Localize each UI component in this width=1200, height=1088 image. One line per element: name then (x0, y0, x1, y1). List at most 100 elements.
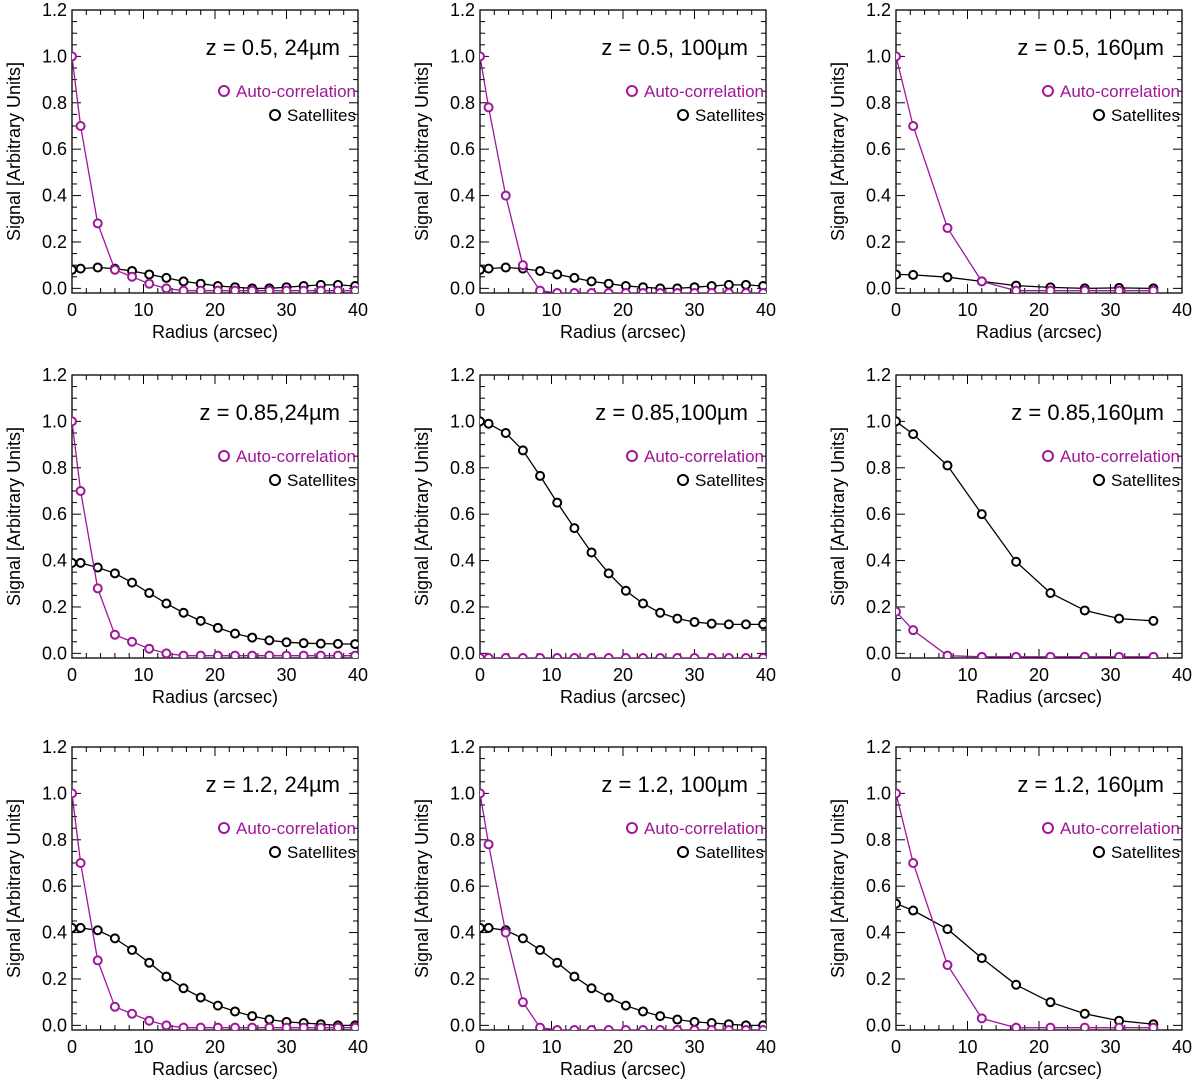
autocorrelation-point (72, 416, 77, 427)
y-axis-title: Signal [Arbitrary Units] (828, 62, 848, 241)
satellites-point (144, 588, 155, 599)
y-tick-label: 0.2 (42, 597, 67, 617)
satellites-point (480, 922, 485, 933)
satellites-point (1011, 556, 1022, 567)
satellites-point (569, 272, 580, 283)
y-tick-label: 0.0 (450, 643, 475, 663)
autocorrelation-point (483, 839, 494, 850)
autocorrelation-point (1079, 285, 1090, 293)
panel-title: z = 1.2, 24µm (206, 772, 340, 797)
satellites-point (1045, 997, 1056, 1008)
chart-panel-3: 0 10 20 30 40 0.0 0.2 0.4 0.6 0.8 1.0 1.2 Radius (ar… (828, 0, 1192, 342)
satellites-point (483, 263, 494, 274)
satellites-point (586, 276, 597, 287)
y-tick-label: 0.8 (450, 830, 475, 850)
x-tick-label: 40 (1172, 1037, 1192, 1057)
legend-satellites-label: Satellites (287, 843, 356, 862)
y-tick-label: 0.0 (42, 643, 67, 663)
x-tick-label: 10 (541, 665, 561, 685)
legend-autocorrelation-marker (625, 822, 638, 834)
autocorrelation-point (655, 1025, 666, 1030)
panel-title: z = 0.5, 24µm (206, 35, 340, 60)
autocorrelation-point (161, 283, 172, 293)
plot-area (72, 788, 358, 1030)
autocorrelation-point (1114, 285, 1125, 293)
autocorrelation-point (247, 650, 258, 658)
x-tick-label: 40 (756, 665, 776, 685)
autocorrelation-point (195, 1022, 206, 1030)
y-tick-label: 0.4 (450, 923, 475, 943)
satellites-point (723, 279, 734, 290)
x-tick-label: 40 (756, 300, 776, 320)
satellites-point (92, 925, 103, 936)
legend-autocorrelation-label: Auto-correlation (644, 82, 764, 101)
x-tick-label: 0 (475, 665, 485, 685)
legend-autocorrelation-label: Auto-correlation (644, 819, 764, 838)
y-axis-title: Signal [Arbitrary Units] (412, 427, 432, 606)
y-tick-label: 0.8 (866, 93, 891, 113)
legend-autocorrelation-label: Auto-correlation (236, 447, 356, 466)
autocorrelation-point (552, 653, 563, 658)
autocorrelation-point (1079, 1022, 1090, 1030)
autocorrelation-point (976, 276, 987, 287)
y-tick-label: 0.6 (450, 504, 475, 524)
satellites-point (723, 619, 734, 630)
autocorrelation-point (75, 120, 86, 131)
legend-satellites-marker (1093, 109, 1106, 121)
y-tick-label: 0.6 (866, 876, 891, 896)
x-tick-label: 30 (684, 300, 704, 320)
panel-title: z = 0.85,24µm (200, 400, 340, 425)
y-tick-label: 0.2 (450, 597, 475, 617)
satellites-point (212, 1000, 223, 1011)
plot-area (896, 416, 1159, 658)
autocorrelation-point (144, 278, 155, 289)
y-tick-label: 0.0 (866, 1015, 891, 1035)
y-tick-label: 0.8 (450, 458, 475, 478)
legend-satellites-label: Satellites (1111, 843, 1180, 862)
plot-area (896, 51, 1159, 293)
autocorrelation-point (655, 288, 666, 293)
satellites-point (706, 618, 717, 629)
satellites-point (483, 922, 494, 933)
legend-autocorrelation-label: Auto-correlation (1060, 819, 1180, 838)
satellites-point (315, 638, 326, 649)
satellites-point (655, 1011, 666, 1022)
y-tick-label: 0.0 (866, 278, 891, 298)
satellites-point (740, 279, 751, 290)
x-tick-label: 40 (756, 1037, 776, 1057)
autocorrelation-point (144, 643, 155, 654)
legend-satellites-label: Satellites (695, 843, 764, 862)
satellites-point (109, 568, 120, 579)
y-tick-label: 0.4 (866, 186, 891, 206)
autocorrelation-point (247, 285, 258, 293)
satellites-point (332, 638, 343, 649)
autocorrelation-point (75, 485, 86, 496)
y-tick-label: 1.0 (450, 411, 475, 431)
autocorrelation-point (264, 650, 275, 658)
satellites-point (655, 607, 666, 618)
x-tick-label: 40 (348, 300, 368, 320)
y-tick-label: 1.2 (42, 737, 67, 757)
satellites-point (298, 638, 309, 649)
autocorrelation-point (1045, 651, 1056, 658)
satellites-point (620, 585, 631, 596)
satellites-point (896, 416, 901, 427)
autocorrelation-point (942, 223, 953, 234)
satellites-point (350, 639, 358, 650)
autocorrelation-point (1148, 1022, 1159, 1030)
satellites-point (483, 418, 494, 429)
autocorrelation-point (483, 653, 494, 658)
satellites-point (212, 622, 223, 633)
legend-satellites-marker (1093, 474, 1106, 486)
autocorrelation-point (723, 1025, 734, 1030)
satellites-point (1011, 979, 1022, 990)
legend-autocorrelation-marker (217, 822, 230, 834)
x-axis-title: Radius (arcsec) (976, 322, 1102, 342)
x-tick-label: 30 (1100, 300, 1120, 320)
satellites-point (161, 971, 172, 982)
autocorrelation-point (896, 606, 901, 617)
satellites-line (896, 902, 1154, 1025)
autocorrelation-point (586, 1025, 597, 1030)
x-axis-title: Radius (arcsec) (152, 687, 278, 707)
y-axis-title: Signal [Arbitrary Units] (4, 427, 24, 606)
